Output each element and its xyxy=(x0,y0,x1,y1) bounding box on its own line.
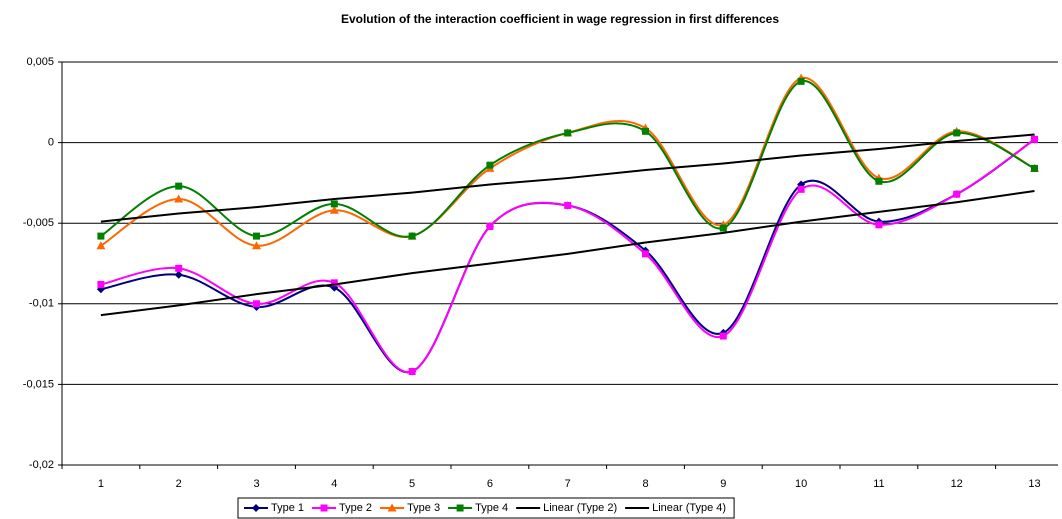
marker xyxy=(1031,135,1038,143)
marker xyxy=(486,161,494,169)
legend-label: Type 3 xyxy=(407,502,440,514)
marker xyxy=(174,270,183,279)
marker xyxy=(175,264,183,272)
marker xyxy=(97,232,105,240)
legend-label: Type 1 xyxy=(271,502,304,514)
y-tick-label: -0,015 xyxy=(23,378,54,390)
series-line xyxy=(100,189,1035,317)
marker xyxy=(1031,164,1038,172)
x-tick-label: 11 xyxy=(873,478,884,490)
x-tick-label: 8 xyxy=(642,478,648,490)
series-line xyxy=(100,138,1036,374)
marker xyxy=(253,300,260,308)
marker xyxy=(175,182,183,190)
y-tick-label: -0,02 xyxy=(29,459,54,471)
y-tick-label: -0,005 xyxy=(23,217,54,229)
legend-box xyxy=(237,497,735,519)
marker xyxy=(320,504,328,512)
x-tick-label: 7 xyxy=(565,478,571,490)
chart-title: Evolution of the interaction coefficient… xyxy=(341,12,779,26)
x-tick-label: 10 xyxy=(795,478,807,490)
marker xyxy=(174,194,184,203)
marker xyxy=(330,279,338,287)
marker xyxy=(252,241,261,250)
series-line xyxy=(100,133,1035,223)
marker xyxy=(330,200,338,208)
marker xyxy=(408,368,416,376)
legend-label: Type 2 xyxy=(339,502,372,514)
marker xyxy=(797,185,805,193)
marker xyxy=(96,241,106,250)
legend: Type 1 Type 2 Type 3 Type 4 Linear (Type 2) L… xyxy=(237,497,735,519)
marker xyxy=(253,232,260,240)
x-tick-label: 6 xyxy=(487,478,493,490)
x-tick-label: 1 xyxy=(98,478,104,490)
x-tick-label: 2 xyxy=(176,478,182,490)
x-tick-label: 12 xyxy=(951,478,963,490)
series-line xyxy=(100,80,1035,238)
y-tick-label: 0,005 xyxy=(26,56,54,68)
marker xyxy=(564,201,572,209)
y-tick-label: -0,01 xyxy=(29,298,54,310)
marker xyxy=(456,504,464,512)
marker xyxy=(329,205,339,214)
legend-label: Linear (Type 4) xyxy=(652,502,726,514)
marker xyxy=(97,280,105,288)
marker xyxy=(642,127,649,135)
marker xyxy=(252,504,260,512)
legend-label: Type 4 xyxy=(475,502,508,514)
marker xyxy=(875,177,883,185)
marker xyxy=(387,503,397,512)
marker xyxy=(953,190,961,198)
x-tick-label: 13 xyxy=(1028,478,1040,490)
x-tick-label: 5 xyxy=(409,478,415,490)
marker xyxy=(797,77,805,85)
x-tick-label: 3 xyxy=(253,478,259,490)
marker xyxy=(719,332,727,340)
series-line xyxy=(100,138,1036,374)
marker xyxy=(875,221,883,229)
x-tick-label: 4 xyxy=(331,478,337,490)
marker xyxy=(953,129,961,137)
marker xyxy=(719,224,727,232)
marker xyxy=(408,232,416,240)
marker xyxy=(642,250,649,258)
y-tick-label: 0 xyxy=(48,137,54,149)
x-tick-label: 9 xyxy=(720,478,726,490)
marker xyxy=(564,129,572,137)
legend-label: Linear (Type 2) xyxy=(543,502,617,514)
marker xyxy=(486,222,494,230)
